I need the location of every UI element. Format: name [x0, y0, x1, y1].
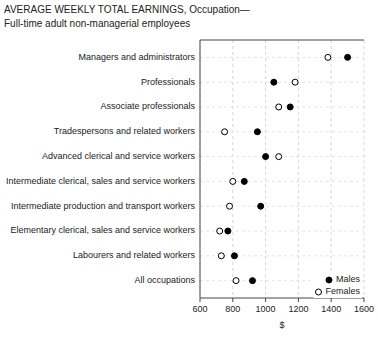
grid	[200, 40, 364, 298]
category-label: Associate professionals	[100, 101, 195, 111]
point	[276, 154, 282, 160]
tick-mark	[298, 298, 299, 302]
grid-line	[265, 40, 266, 298]
point	[271, 79, 277, 85]
tick-label: 800	[225, 304, 240, 314]
tick-mark	[265, 298, 266, 302]
point	[249, 278, 255, 284]
point	[225, 228, 231, 234]
x-axis: 600 800 1000 1200 1400 1600	[192, 298, 374, 314]
category-label: Intermediate clerical, sales and service…	[6, 176, 196, 186]
x-axis-label: $	[279, 320, 284, 330]
point	[263, 154, 269, 160]
point	[233, 278, 239, 284]
tick-label: 600	[192, 304, 207, 314]
category-guide	[200, 82, 364, 83]
category-label: Labourers and related workers	[73, 250, 196, 260]
tick-mark	[200, 298, 201, 302]
point	[222, 129, 228, 135]
title: AVERAGE WEEKLY TOTAL EARNINGS, Occupatio…	[4, 4, 250, 15]
point	[218, 253, 224, 259]
point	[258, 203, 264, 209]
tick-label: 1400	[321, 304, 341, 314]
tick-mark	[364, 298, 365, 302]
tick-label: 1600	[354, 304, 374, 314]
legend-background	[313, 274, 362, 298]
point	[254, 129, 260, 135]
point	[241, 178, 247, 184]
tick-mark	[331, 298, 332, 302]
tick-mark	[232, 298, 233, 302]
category-label: Intermediate production and transport wo…	[11, 201, 196, 211]
point	[292, 79, 298, 85]
grid-line	[232, 40, 233, 298]
point	[227, 203, 233, 209]
grid-line	[364, 40, 365, 298]
points	[217, 54, 351, 283]
category-label: Advanced clerical and service workers	[42, 151, 196, 161]
category-label: Elementary clerical, sales and service w…	[10, 225, 195, 235]
category-labels: All occupations Labourers and related wor…	[6, 52, 196, 285]
series	[217, 54, 331, 283]
category-guide	[200, 181, 364, 182]
chart: AVERAGE WEEKLY TOTAL EARNINGS, Occupatio…	[0, 0, 378, 340]
legend-marker	[326, 277, 332, 283]
category-label: Professionals	[141, 77, 196, 87]
point	[287, 104, 293, 110]
legend-marker	[315, 289, 321, 295]
point	[345, 54, 351, 60]
tick-label: 1200	[288, 304, 308, 314]
point	[231, 253, 237, 259]
grid-line	[298, 40, 299, 298]
point	[230, 178, 236, 184]
point	[276, 104, 282, 110]
series	[225, 54, 351, 283]
category-label: All occupations	[134, 275, 195, 285]
category-guide	[200, 206, 364, 207]
point	[325, 54, 331, 60]
category-label: Managers and administrators	[78, 52, 195, 62]
category-guide	[200, 57, 364, 58]
legend-label: Males	[336, 274, 361, 284]
grid-line	[331, 40, 332, 298]
legend-label: Females	[325, 286, 360, 296]
axis-frame	[200, 40, 364, 298]
tick-label: 1000	[256, 304, 276, 314]
category-guides	[200, 57, 364, 280]
subtitle: Full-time adult non-managerial employees	[4, 18, 190, 29]
category-label: Tradespersons and related workers	[54, 126, 196, 136]
legend: Males Females	[313, 274, 362, 298]
point	[217, 228, 223, 234]
